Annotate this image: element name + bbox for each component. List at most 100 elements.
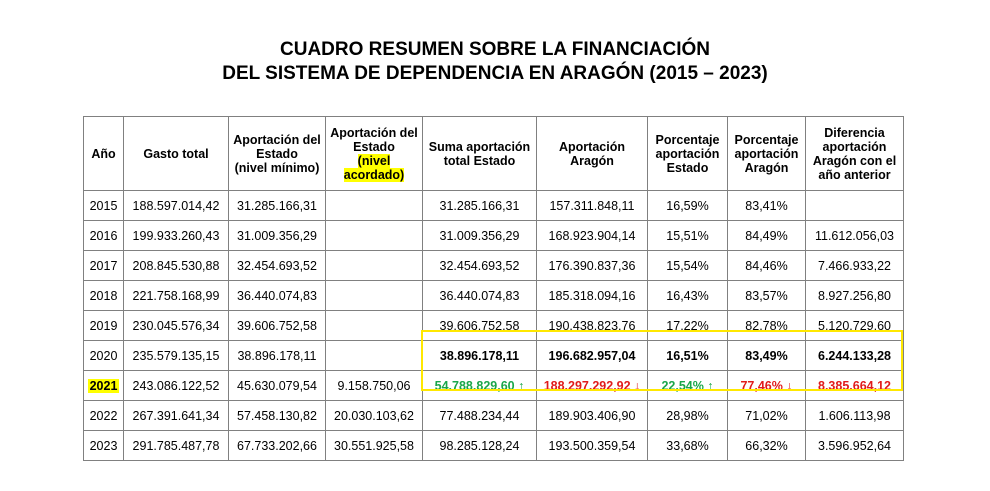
cell-diferencia: 6.244.133,28 (805, 340, 904, 371)
cell-acordado (325, 220, 423, 251)
cell-year: 2018 (83, 280, 124, 311)
cell-pct-estado: 16,51% (647, 340, 728, 371)
cell-gasto: 188.597.014,42 (123, 190, 229, 221)
header-anio: Año (83, 116, 124, 191)
header-aportacion-acordado-a: Aportación del Estado (330, 125, 418, 154)
cell-acordado (325, 340, 423, 371)
cell-gasto: 291.785.487,78 (123, 430, 229, 461)
cell-suma: 31.285.166,31 (422, 190, 537, 221)
cell-minimo: 32.454.693,52 (228, 250, 326, 281)
financing-table: Año Gasto total Aportación del Estado (n… (83, 116, 904, 461)
cell-aragon: 189.903.406,90 (536, 400, 648, 431)
cell-pct-aragon: 84,49% (727, 220, 806, 251)
cell-acordado (325, 310, 423, 341)
table-row: 2015 188.597.014,42 31.285.166,31 31.285… (83, 190, 904, 221)
cell-suma: 39.606.752,58 (422, 310, 537, 341)
cell-aragon: 157.311.848,11 (536, 190, 648, 221)
header-aportacion-minimo-b: (nivel mínimo) (234, 160, 320, 175)
cell-year: 2022 (83, 400, 124, 431)
cell-gasto: 243.086.122,52 (123, 370, 229, 401)
cell-year: 2020 (83, 340, 124, 371)
table-row: 2022 267.391.641,34 57.458.130,82 20.030… (83, 400, 904, 431)
cell-year: 2016 (83, 220, 124, 251)
cell-gasto: 221.758.168,99 (123, 280, 229, 311)
cell-gasto: 267.391.641,34 (123, 400, 229, 431)
cell-suma: 77.488.234,44 (422, 400, 537, 431)
table-row: 2016 199.933.260,43 31.009.356,29 31.009… (83, 220, 904, 251)
header-aportacion-minimo: Aportación del Estado (nivel mínimo) (228, 116, 326, 191)
cell-pct-estado: 15,54% (647, 250, 728, 281)
cell-pct-aragon: 66,32% (727, 430, 806, 461)
cell-diferencia: 1.606.113,98 (805, 400, 904, 431)
header-row: Año Gasto total Aportación del Estado (n… (83, 116, 904, 191)
header-pct-aragon: Porcentaje aportación Aragón (727, 116, 806, 191)
title-line-1: CUADRO RESUMEN SOBRE LA FINANCIACIÓN (280, 39, 710, 60)
header-diferencia: Diferencia aportación Aragón con el año … (805, 116, 904, 191)
header-aportacion-minimo-a: Aportación del Estado (233, 132, 321, 161)
cell-gasto: 208.845.530,88 (123, 250, 229, 281)
cell-aragon: 185.318.094,16 (536, 280, 648, 311)
cell-suma: 31.009.356,29 (422, 220, 537, 251)
table-row: 2018 221.758.168,99 36.440.074,83 36.440… (83, 280, 904, 311)
cell-pct-estado: 16,43% (647, 280, 728, 311)
cell-minimo: 45.630.079,54 (228, 370, 326, 401)
cell-pct-estado: 22,54% ↑ (647, 370, 728, 401)
cell-minimo: 31.285.166,31 (228, 190, 326, 221)
cell-diferencia: 8.385.664,12 (805, 370, 904, 401)
header-pct-estado: Porcentaje aportación Estado (647, 116, 728, 191)
cell-suma: 36.440.074,83 (422, 280, 537, 311)
cell-year: 2021 (83, 370, 124, 401)
cell-pct-aragon: 71,02% (727, 400, 806, 431)
cell-gasto: 235.579.135,15 (123, 340, 229, 371)
cell-diferencia (805, 190, 904, 221)
cell-diferencia: 8.927.256,80 (805, 280, 904, 311)
cell-aragon: 188.297.292,92 ↓ (536, 370, 648, 401)
cell-pct-aragon: 77,46% ↓ (727, 370, 806, 401)
cell-acordado: 9.158.750,06 (325, 370, 423, 401)
title-line-2: DEL SISTEMA DE DEPENDENCIA EN ARAGÓN (20… (222, 63, 768, 84)
cell-minimo: 38.896.178,11 (228, 340, 326, 371)
cell-pct-aragon: 83,49% (727, 340, 806, 371)
cell-minimo: 36.440.074,83 (228, 280, 326, 311)
cell-year: 2015 (83, 190, 124, 221)
cell-diferencia: 7.466.933,22 (805, 250, 904, 281)
cell-year: 2023 (83, 430, 124, 461)
cell-acordado (325, 190, 423, 221)
cell-suma: 38.896.178,11 (422, 340, 537, 371)
cell-minimo: 39.606.752,58 (228, 310, 326, 341)
page-title: CUADRO RESUMEN SOBRE LA FINANCIACIÓN DEL… (0, 38, 990, 86)
cell-acordado (325, 280, 423, 311)
cell-pct-estado: 17,22% (647, 310, 728, 341)
cell-aragon: 176.390.837,36 (536, 250, 648, 281)
header-aportacion-acordado-b: (nivel acordado) (343, 153, 405, 182)
cell-diferencia: 5.120.729,60 (805, 310, 904, 341)
header-suma: Suma aportación total Estado (422, 116, 537, 191)
cell-pct-aragon: 83,41% (727, 190, 806, 221)
cell-year: 2019 (83, 310, 124, 341)
header-gasto: Gasto total (123, 116, 229, 191)
table-row: 2020 235.579.135,15 38.896.178,11 38.896… (83, 340, 904, 371)
table-row: 2023 291.785.487,78 67.733.202,66 30.551… (83, 430, 904, 461)
cell-aragon: 193.500.359,54 (536, 430, 648, 461)
cell-suma: 54.788.829,60 ↑ (422, 370, 537, 401)
cell-pct-estado: 33,68% (647, 430, 728, 461)
cell-aragon: 196.682.957,04 (536, 340, 648, 371)
cell-pct-aragon: 83,57% (727, 280, 806, 311)
cell-acordado: 20.030.103,62 (325, 400, 423, 431)
table-row: 2019 230.045.576,34 39.606.752,58 39.606… (83, 310, 904, 341)
cell-suma: 98.285.128,24 (422, 430, 537, 461)
cell-minimo: 57.458.130,82 (228, 400, 326, 431)
cell-pct-estado: 15,51% (647, 220, 728, 251)
cell-gasto: 199.933.260,43 (123, 220, 229, 251)
cell-gasto: 230.045.576,34 (123, 310, 229, 341)
cell-pct-estado: 28,98% (647, 400, 728, 431)
cell-pct-aragon: 84,46% (727, 250, 806, 281)
cell-pct-aragon: 82,78% (727, 310, 806, 341)
table-row-highlighted: 2021 243.086.122,52 45.630.079,54 9.158.… (83, 370, 904, 401)
table-row: 2017 208.845.530,88 32.454.693,52 32.454… (83, 250, 904, 281)
cell-aragon: 168.923.904,14 (536, 220, 648, 251)
cell-acordado (325, 250, 423, 281)
cell-diferencia: 3.596.952,64 (805, 430, 904, 461)
cell-pct-estado: 16,59% (647, 190, 728, 221)
cell-suma: 32.454.693,52 (422, 250, 537, 281)
